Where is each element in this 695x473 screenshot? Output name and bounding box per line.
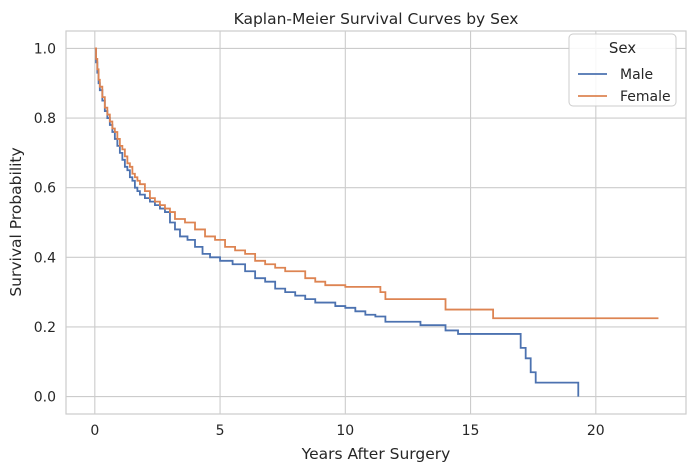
series-line-male <box>94 47 580 397</box>
y-axis-title: Survival Probability <box>7 147 25 296</box>
y-tick-label: 0.8 <box>34 111 56 127</box>
y-tick-label: 0.4 <box>34 250 56 266</box>
legend-label-male: Male <box>620 67 653 83</box>
legend-title: Sex <box>609 39 636 57</box>
plot-frame <box>65 30 687 415</box>
y-tick-label: 0.0 <box>34 390 56 406</box>
y-tick-label: 0.2 <box>34 320 56 336</box>
legend-label-female: Female <box>620 89 671 105</box>
x-tick-label: 10 <box>336 423 354 439</box>
tick-labels: 0 5 10 15 20 0.0 0.2 0.4 0.6 0.8 1.0 <box>34 41 605 439</box>
x-tick-label: 20 <box>587 423 605 439</box>
x-axis-title: Years After Surgery <box>301 445 451 463</box>
x-tick-label: 5 <box>216 423 225 439</box>
legend-items: Male Female <box>578 67 671 105</box>
y-tick-label: 0.6 <box>34 181 56 197</box>
legend-box <box>568 33 677 107</box>
series-lines <box>94 47 659 397</box>
x-tick-label: 15 <box>462 423 480 439</box>
legend: Sex Male Female <box>568 33 677 107</box>
x-tick-label: 0 <box>90 423 99 439</box>
chart-title: Kaplan-Meier Survival Curves by Sex <box>234 10 519 28</box>
series-line-female <box>94 47 659 320</box>
y-tick-label: 1.0 <box>34 41 56 57</box>
